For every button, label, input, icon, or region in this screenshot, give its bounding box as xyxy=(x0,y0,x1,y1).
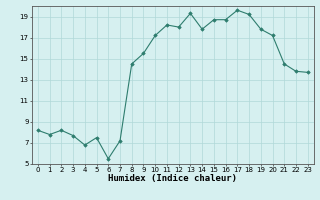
X-axis label: Humidex (Indice chaleur): Humidex (Indice chaleur) xyxy=(108,174,237,183)
